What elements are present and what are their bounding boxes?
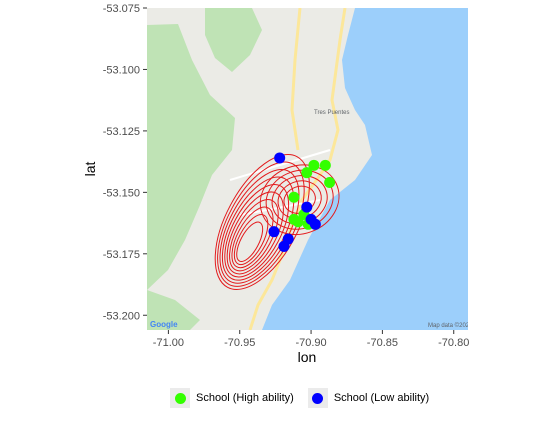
x-tick-label: -70.80 bbox=[438, 337, 469, 349]
basemap: Tres Puentes Map data ©2020 Google bbox=[147, 8, 473, 330]
school-low-ability-point bbox=[268, 226, 280, 238]
school-high-ability-point bbox=[319, 159, 331, 171]
inland-road bbox=[290, 8, 302, 151]
density-contour bbox=[221, 176, 295, 281]
density-contour bbox=[236, 221, 264, 262]
y-axis: -53.075 -53.100 -53.125 -53.150 -53.175 -53.2… bbox=[103, 3, 147, 322]
x-axis-title: lon bbox=[298, 349, 317, 365]
density-contour bbox=[226, 191, 284, 275]
google-logo: Google bbox=[150, 320, 178, 329]
sea-area bbox=[262, 8, 468, 330]
density-contour bbox=[214, 153, 310, 290]
x-tick-label: -70.95 bbox=[224, 337, 255, 349]
place-label: Tres Puentes bbox=[314, 110, 349, 116]
park-area bbox=[147, 24, 235, 290]
density-contour bbox=[259, 164, 340, 235]
y-axis-title: lat bbox=[82, 162, 98, 177]
park-area bbox=[147, 290, 200, 330]
legend-label-high: School (High ability) bbox=[196, 392, 294, 404]
density-contour bbox=[231, 206, 274, 269]
y-tick-label: -53.075 bbox=[103, 3, 140, 15]
y-tick-label: -53.200 bbox=[103, 310, 140, 322]
school-high-ability-point bbox=[301, 167, 313, 179]
map-attribution: Map data ©2020 bbox=[428, 322, 473, 329]
legend-item-high: School (High ability) bbox=[170, 388, 294, 408]
density-contour bbox=[233, 214, 269, 266]
legend: School (High ability) School (Low abilit… bbox=[170, 388, 429, 408]
x-axis: -71.00 -70.95 -70.90 -70.85 -70.80 bbox=[153, 330, 469, 349]
school-low-ability-point bbox=[274, 152, 286, 164]
school-high-ability-point bbox=[292, 216, 304, 228]
y-tick-label: -53.175 bbox=[103, 249, 140, 261]
school-low-ability-point bbox=[301, 201, 313, 213]
legend-label-low: School (Low ability) bbox=[333, 392, 430, 404]
legend-item-low: School (Low ability) bbox=[307, 388, 430, 408]
school-low-ability-point bbox=[278, 240, 290, 252]
x-tick-label: -70.85 bbox=[367, 337, 398, 349]
school-high-ability-point bbox=[324, 177, 336, 189]
legend-dot-high bbox=[174, 392, 186, 404]
park-area bbox=[205, 8, 262, 72]
density-contour bbox=[224, 184, 290, 278]
coastal-road bbox=[248, 8, 347, 330]
school-high-ability-point bbox=[288, 191, 300, 203]
y-tick-label: -53.100 bbox=[103, 64, 140, 76]
legend-dot-low bbox=[312, 392, 324, 404]
city-street bbox=[229, 149, 331, 181]
legend-key bbox=[307, 388, 328, 408]
y-tick-label: -53.150 bbox=[103, 187, 140, 199]
x-tick-label: -70.90 bbox=[295, 337, 326, 349]
school-low-ability-point bbox=[309, 218, 321, 230]
x-tick-label: -71.00 bbox=[153, 337, 184, 349]
school-high-ability-point bbox=[308, 159, 320, 171]
school-points bbox=[268, 152, 336, 252]
y-tick-label: -53.125 bbox=[103, 126, 140, 138]
legend-key bbox=[170, 388, 190, 408]
